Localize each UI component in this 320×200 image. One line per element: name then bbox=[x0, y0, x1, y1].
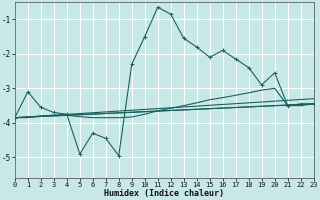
X-axis label: Humidex (Indice chaleur): Humidex (Indice chaleur) bbox=[104, 189, 224, 198]
